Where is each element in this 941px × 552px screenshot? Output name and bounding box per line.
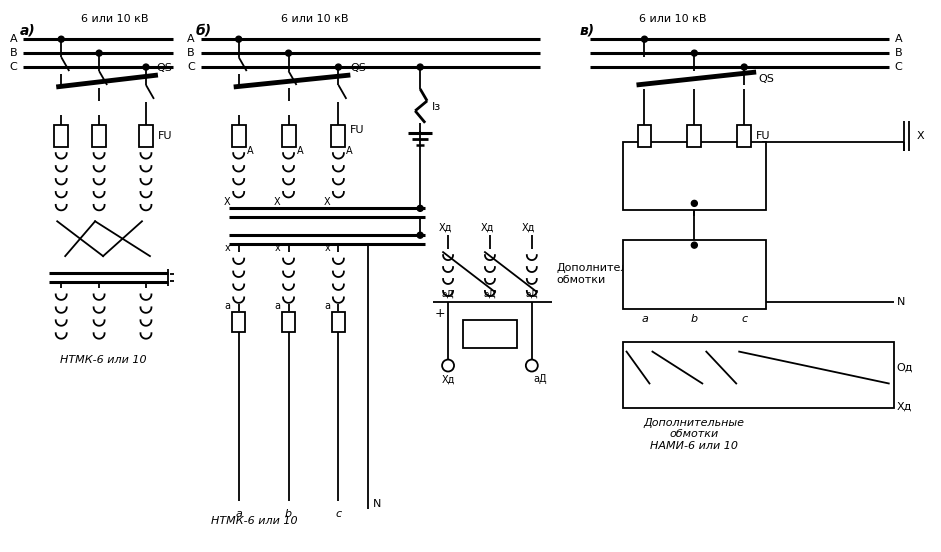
Bar	[332, 312, 344, 332]
Text: QS: QS	[156, 63, 172, 73]
Text: A: A	[9, 34, 17, 44]
Circle shape	[335, 64, 342, 70]
Bar	[281, 125, 295, 147]
Circle shape	[285, 50, 292, 56]
Text: НТМК-6 или 10: НТМК-6 или 10	[211, 516, 297, 526]
Text: а): а)	[20, 23, 35, 38]
Text: FU: FU	[158, 131, 172, 141]
Text: A: A	[346, 146, 353, 156]
Text: a: a	[225, 301, 231, 311]
Text: A: A	[895, 34, 902, 44]
Circle shape	[742, 64, 747, 70]
Text: 6 или 10 кВ: 6 или 10 кВ	[640, 14, 707, 24]
Text: X: X	[324, 198, 330, 208]
Text: Хд: Хд	[441, 374, 455, 385]
Text: 6 или 10 кВ: 6 или 10 кВ	[81, 14, 149, 24]
Bar	[231, 125, 246, 147]
Circle shape	[96, 50, 102, 56]
Text: FU: FU	[350, 125, 365, 135]
Bar	[737, 125, 751, 147]
Text: Iз: Iз	[432, 102, 441, 112]
Text: Од: Од	[897, 363, 913, 373]
Bar	[282, 312, 295, 332]
Text: x: x	[275, 243, 280, 253]
Text: X: X	[274, 198, 280, 208]
Text: x: x	[325, 243, 330, 253]
Text: A: A	[187, 34, 195, 44]
Text: в): в)	[580, 23, 595, 38]
Bar	[623, 342, 894, 408]
Text: аД: аД	[533, 374, 547, 385]
Text: 6 или 10 кВ: 6 или 10 кВ	[280, 14, 348, 24]
Circle shape	[143, 64, 149, 70]
Text: аД: аД	[484, 289, 496, 299]
Text: X: X	[224, 198, 231, 208]
Text: Хд: Хд	[439, 222, 452, 232]
Text: b: b	[691, 314, 698, 324]
Text: N: N	[897, 297, 905, 307]
Text: B: B	[9, 48, 17, 58]
Circle shape	[692, 50, 697, 56]
Text: B: B	[187, 48, 195, 58]
Text: НТМК-6 или 10: НТМК-6 или 10	[60, 354, 147, 364]
Bar	[92, 125, 106, 147]
Text: FU: FU	[757, 131, 771, 141]
Text: b: b	[285, 509, 292, 519]
Circle shape	[417, 232, 423, 238]
Bar	[139, 125, 153, 147]
Circle shape	[417, 64, 423, 70]
Text: Хд: Хд	[522, 222, 535, 232]
Text: KV: KV	[483, 328, 498, 339]
Text: аД: аД	[441, 289, 455, 299]
Text: Хд: Хд	[480, 222, 494, 232]
Text: C: C	[9, 62, 17, 72]
Text: a: a	[325, 301, 330, 311]
Bar	[623, 142, 766, 210]
Text: x: x	[225, 243, 231, 253]
Text: QS: QS	[758, 74, 774, 84]
Text: a: a	[235, 509, 242, 519]
Circle shape	[235, 36, 242, 42]
Text: Дополнительные
обмотки
НАМИ-6 или 10: Дополнительные обмотки НАМИ-6 или 10	[644, 417, 745, 451]
Text: +: +	[435, 307, 445, 320]
Text: аД: аД	[525, 289, 538, 299]
Text: X: X	[917, 131, 924, 141]
Text: A: A	[296, 146, 303, 156]
Circle shape	[692, 200, 697, 206]
Text: QS: QS	[350, 63, 366, 73]
Bar	[637, 125, 651, 147]
Text: N: N	[374, 499, 382, 509]
Text: C: C	[187, 62, 195, 72]
Text: C: C	[895, 62, 902, 72]
Bar	[55, 125, 68, 147]
Bar	[623, 240, 766, 309]
Text: B: B	[895, 48, 902, 58]
Text: Хд: Хд	[897, 401, 912, 411]
Bar	[232, 312, 246, 332]
Text: б): б)	[196, 23, 212, 38]
Circle shape	[417, 205, 423, 211]
Text: c: c	[335, 509, 342, 519]
Bar	[331, 125, 345, 147]
Bar	[463, 320, 518, 348]
Text: c: c	[742, 314, 747, 324]
Text: A: A	[247, 146, 253, 156]
Bar	[687, 125, 701, 147]
Circle shape	[58, 36, 64, 42]
Text: Дополнительные
обмотки: Дополнительные обмотки	[557, 263, 658, 285]
Circle shape	[642, 36, 647, 42]
Text: a: a	[641, 314, 648, 324]
Circle shape	[692, 242, 697, 248]
Text: a: a	[275, 301, 280, 311]
